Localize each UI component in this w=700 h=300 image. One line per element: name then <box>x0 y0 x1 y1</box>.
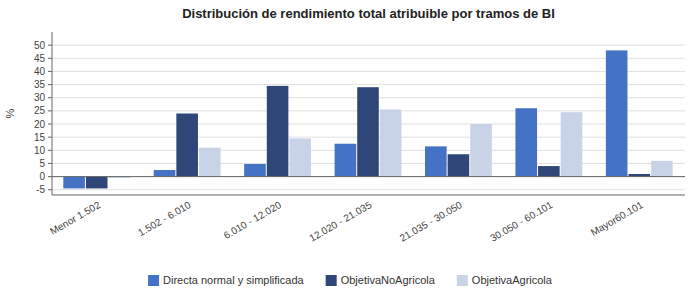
y-tick-label: 50 <box>34 40 46 51</box>
x-tick-label: Mayor60.101 <box>589 199 645 238</box>
x-tick-label: 6.010 - 12.020 <box>222 199 284 241</box>
legend-swatch <box>326 275 337 286</box>
legend-item: ObjetivaAgricola <box>457 274 553 286</box>
bar <box>538 166 560 177</box>
legend-label: ObjetivaAgricola <box>472 274 553 286</box>
bar <box>448 154 470 176</box>
grid-line <box>52 189 685 190</box>
y-tick <box>48 163 52 164</box>
x-tick-label: 21.035 - 30.050 <box>398 199 465 244</box>
grid-line <box>52 58 685 59</box>
y-tick-label: 25 <box>34 105 46 116</box>
legend-item: Directa normal y simplificada <box>148 274 304 286</box>
y-tick <box>48 58 52 59</box>
y-tick <box>48 176 52 177</box>
bar <box>244 164 266 177</box>
y-tick-label: 20 <box>34 119 46 130</box>
bar <box>561 112 583 176</box>
bar <box>470 124 492 177</box>
bar <box>651 161 673 177</box>
bar <box>380 110 402 177</box>
bar <box>154 170 176 177</box>
bar <box>425 146 447 176</box>
legend-swatch <box>457 275 468 286</box>
y-tick <box>48 150 52 151</box>
y-tick <box>48 45 52 46</box>
grid-line <box>52 45 685 46</box>
grid-line <box>52 176 685 177</box>
y-tick-label: 15 <box>34 132 46 143</box>
title: Distribución de rendimiento total atribu… <box>182 6 555 21</box>
y-axis-label: % <box>4 108 16 118</box>
legend: Directa normal y simplificada ObjetivaNoA… <box>148 274 553 286</box>
y-tick <box>48 97 52 98</box>
bar <box>515 108 537 176</box>
bar <box>176 114 198 177</box>
x-tick-label: 1.502 - 6.010 <box>136 199 193 238</box>
x-tick-label: Menor 1.502 <box>48 199 103 237</box>
y-tick-label: 0 <box>39 171 45 182</box>
y-tick <box>48 110 52 111</box>
y-tick-label: 45 <box>34 53 46 64</box>
legend-label: Directa normal y simplificada <box>163 274 304 286</box>
x-tick-label: 12.020 - 21.035 <box>307 199 374 244</box>
y-tick <box>48 84 52 85</box>
legend-swatch <box>148 275 159 286</box>
bar <box>289 138 311 176</box>
bar <box>63 177 85 189</box>
y-tick <box>48 137 52 138</box>
y-tick <box>48 71 52 72</box>
legend-item: ObjetivaNoAgricola <box>326 274 436 286</box>
grid-line <box>52 84 685 85</box>
y-tick-label: 35 <box>34 79 46 90</box>
bar <box>357 87 379 176</box>
y-tick-label: 30 <box>34 92 46 103</box>
y-tick-label: -5 <box>36 184 45 195</box>
y-tick <box>48 124 52 125</box>
chart: Distribución de rendimiento total atribu… <box>0 0 700 300</box>
grid-line <box>52 71 685 72</box>
y-tick-label: 10 <box>34 145 46 156</box>
legend-label: ObjetivaNoAgricola <box>341 274 436 286</box>
bar <box>199 148 221 177</box>
zero-line <box>52 176 685 177</box>
x-tick-label: 30.050 - 60.101 <box>488 199 555 244</box>
bar <box>86 177 108 189</box>
bars <box>63 50 672 188</box>
x-axis <box>52 195 685 196</box>
bar <box>335 144 357 177</box>
bar <box>267 86 289 177</box>
y-tick-label: 5 <box>39 158 45 169</box>
y-tick <box>48 189 52 190</box>
y-axis <box>52 32 53 195</box>
bar <box>606 50 628 176</box>
y-tick-label: 40 <box>34 66 46 77</box>
grid <box>52 45 685 190</box>
